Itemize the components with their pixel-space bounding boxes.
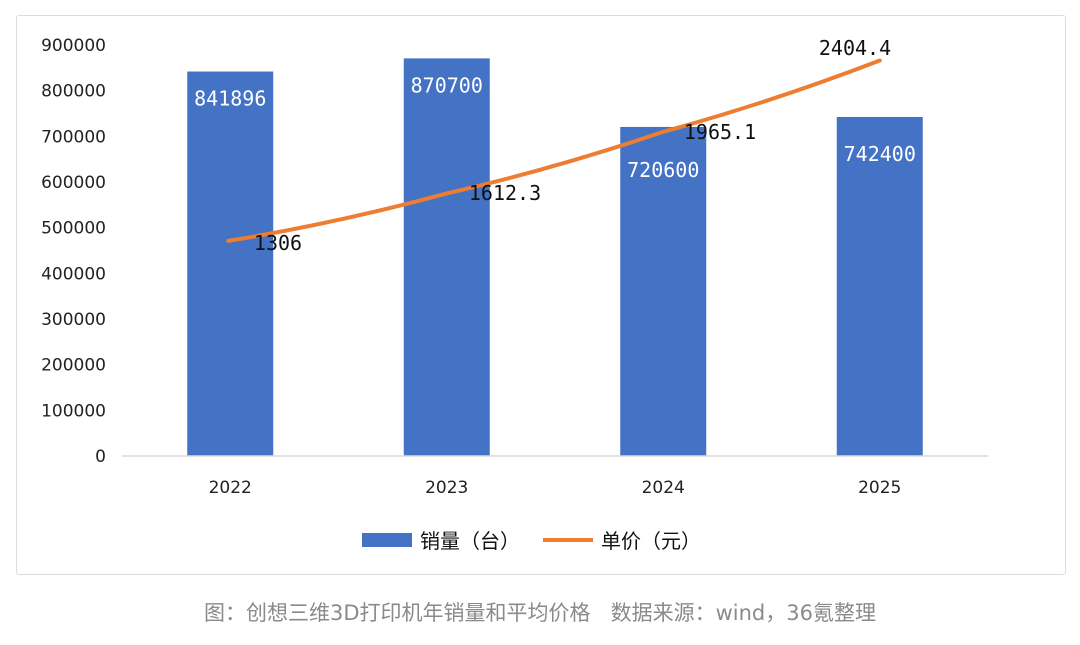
bar-data-label: 742400 [844, 142, 916, 166]
x-tick-label: 2022 [209, 478, 252, 498]
legend-swatch-sales [362, 533, 412, 547]
y-tick-label: 500000 [41, 219, 106, 239]
bar-data-label: 841896 [194, 87, 266, 111]
bar-series [187, 58, 923, 457]
caption-figure: 图：创想三维3D打印机年销量和平均价格 [204, 601, 591, 625]
bar-2022 [187, 71, 274, 457]
legend: 销量（台） 单价（元） [362, 529, 701, 553]
legend-label-price: 单价（元） [601, 529, 701, 553]
bar-2024 [620, 126, 707, 457]
y-tick-label: 600000 [41, 173, 106, 193]
legend-label-sales: 销量（台） [420, 529, 520, 553]
y-tick-label: 0 [95, 447, 106, 467]
bar-data-labels: 841896 870700 720600 742400 [194, 73, 916, 182]
price-line [226, 58, 882, 243]
bar-data-label: 870700 [411, 73, 483, 97]
y-axis: 0 100000 200000 300000 400000 500000 600000 700… [41, 36, 106, 467]
line-series [226, 58, 882, 243]
line-data-label: 1306 [254, 231, 302, 255]
y-tick-label: 700000 [41, 127, 106, 147]
x-axis: 2022 2023 2024 2025 [209, 478, 902, 498]
x-tick-label: 2024 [642, 478, 685, 498]
y-tick-label: 800000 [41, 82, 106, 102]
line-data-label: 1612.3 [469, 181, 541, 205]
figure-caption: 图：创想三维3D打印机年销量和平均价格 数据来源：wind，36氪整理 [0, 597, 1080, 627]
y-tick-label: 300000 [41, 310, 106, 330]
bar-2025 [836, 116, 923, 456]
y-tick-label: 100000 [41, 401, 106, 421]
x-tick-label: 2025 [858, 478, 901, 498]
caption-source: 数据来源：wind，36氪整理 [610, 601, 876, 625]
bar-data-label: 720600 [627, 158, 699, 182]
line-data-labels: 1306 1612.3 1965.1 2404.4 [254, 36, 891, 255]
line-data-label: 2404.4 [819, 36, 891, 60]
x-tick-label: 2023 [425, 478, 468, 498]
y-tick-label: 400000 [41, 264, 106, 284]
line-data-label: 1965.1 [684, 120, 756, 144]
y-tick-label: 900000 [41, 36, 106, 56]
bar-2023 [403, 58, 490, 456]
y-tick-label: 200000 [41, 356, 106, 376]
